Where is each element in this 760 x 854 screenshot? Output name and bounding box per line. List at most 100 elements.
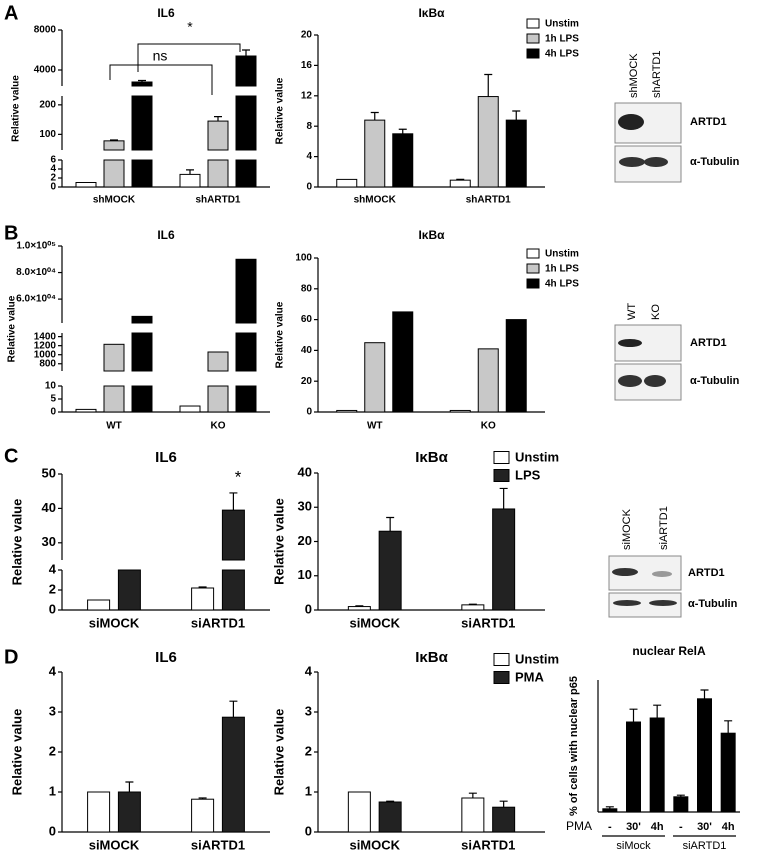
- lane-label: shARTD1: [651, 51, 663, 98]
- y-tick-label: 20: [301, 376, 313, 387]
- bar: [75, 408, 97, 413]
- legend-label: 1h LPS: [545, 264, 579, 275]
- bar: [103, 140, 125, 151]
- y-axis-label: Relative value: [271, 709, 286, 796]
- band: [618, 339, 642, 347]
- y-tick-label: 8.0×10⁰⁴: [16, 267, 56, 278]
- lane-label: siMOCK: [621, 508, 633, 550]
- y-tick-label: 20: [301, 30, 313, 41]
- legend-swatch: [493, 653, 510, 666]
- bar: [87, 791, 111, 833]
- bar: [626, 721, 641, 813]
- bar: [347, 606, 371, 611]
- chart-title: nuclear RelA: [632, 644, 706, 658]
- y-tick-label: 8000: [34, 25, 57, 36]
- legend-label: Unstim: [545, 249, 579, 260]
- panel-letter: B: [4, 222, 18, 244]
- bar: [392, 133, 414, 188]
- error-bar: [198, 586, 207, 588]
- bar: [221, 716, 245, 833]
- error-bar: [386, 516, 395, 532]
- legend-swatch: [526, 48, 540, 59]
- error-bar: [242, 49, 250, 56]
- y-axis-label: Relative value: [9, 709, 24, 796]
- error-bar: [676, 794, 685, 797]
- bar: [131, 81, 153, 87]
- legend-label: Unstim: [545, 19, 579, 30]
- lane-label: siARTD1: [658, 506, 670, 550]
- x-tick-label: WT: [106, 421, 122, 432]
- y-tick-label: 20: [298, 533, 312, 548]
- y-tick-label: 1200: [34, 340, 57, 351]
- bar: [207, 351, 229, 372]
- bar: [103, 159, 125, 188]
- bar: [505, 119, 527, 188]
- y-tick-label: 10: [45, 381, 57, 392]
- error-bar: [499, 800, 508, 808]
- bar: [477, 96, 499, 188]
- band-label: ARTD1: [688, 567, 725, 579]
- bar: [461, 797, 485, 833]
- bar: [103, 343, 125, 372]
- lane-label: shMOCK: [628, 53, 640, 98]
- bar: [235, 95, 257, 151]
- band: [652, 571, 672, 577]
- y-tick-label: 3: [305, 703, 312, 718]
- y-tick-label: 0: [306, 182, 312, 193]
- bar: [477, 348, 499, 413]
- bar: [207, 120, 229, 151]
- y-tick-label: 1400: [34, 331, 57, 342]
- y-tick-label: 800: [39, 358, 56, 369]
- bar: [207, 385, 229, 413]
- annotation: *: [235, 467, 242, 486]
- y-tick-label: 30: [42, 534, 56, 549]
- legend-swatch: [526, 18, 540, 29]
- legend-swatch: [526, 278, 540, 289]
- y-axis-label: % of cells with nuclear p65: [568, 676, 580, 816]
- y-tick-label: 2: [49, 581, 56, 596]
- bar: [131, 385, 153, 413]
- band: [618, 114, 644, 130]
- legend-swatch: [526, 33, 540, 44]
- x-tick-label: 4h: [722, 821, 735, 833]
- y-tick-label: 50: [42, 465, 56, 480]
- band-label: α-Tubulin: [688, 598, 738, 610]
- y-tick-label: 1.0×10⁰⁵: [16, 241, 56, 252]
- error-bar: [468, 603, 477, 605]
- y-tick-label: 200: [39, 99, 56, 110]
- chart-title: IκBα: [418, 228, 445, 242]
- annotation: ns: [153, 48, 168, 64]
- x-tick-label: siMOCK: [349, 615, 400, 630]
- y-tick-label: 4: [305, 663, 313, 678]
- bar: [392, 311, 414, 413]
- y-axis-label: Relative value: [11, 75, 22, 142]
- bar: [87, 599, 111, 611]
- bar: [461, 604, 485, 611]
- x-tick-label: shARTD1: [195, 195, 240, 206]
- bar: [179, 405, 201, 413]
- blot-a: shMOCK shARTD1 ARTD1 α-Tubulin: [614, 51, 740, 183]
- legend-label: 4h LPS: [545, 279, 579, 290]
- error-bar: [499, 487, 508, 509]
- legend-swatch: [526, 263, 540, 274]
- bar: [117, 569, 141, 611]
- x-tick-label: KO: [211, 421, 226, 432]
- error-bar: [700, 689, 709, 699]
- error-bar: [629, 708, 638, 722]
- y-tick-label: 40: [298, 464, 312, 479]
- y-tick-label: 0: [49, 823, 56, 838]
- y-tick-label: 8: [306, 121, 312, 132]
- chart-title: IL6: [155, 649, 177, 666]
- y-tick-label: 80: [301, 283, 313, 294]
- group-label: siARTD1: [683, 840, 727, 852]
- x-tick-label: 4h: [651, 821, 664, 833]
- y-tick-label: 100: [295, 253, 312, 264]
- legend-swatch: [526, 248, 540, 259]
- bar: [131, 159, 153, 188]
- legend-label: 1h LPS: [545, 34, 579, 45]
- x-tick-label: siARTD1: [191, 615, 245, 630]
- y-tick-label: 2: [49, 743, 56, 758]
- bar: [131, 332, 153, 372]
- error-bar: [214, 116, 222, 122]
- x-tick-label: siARTD1: [191, 837, 245, 852]
